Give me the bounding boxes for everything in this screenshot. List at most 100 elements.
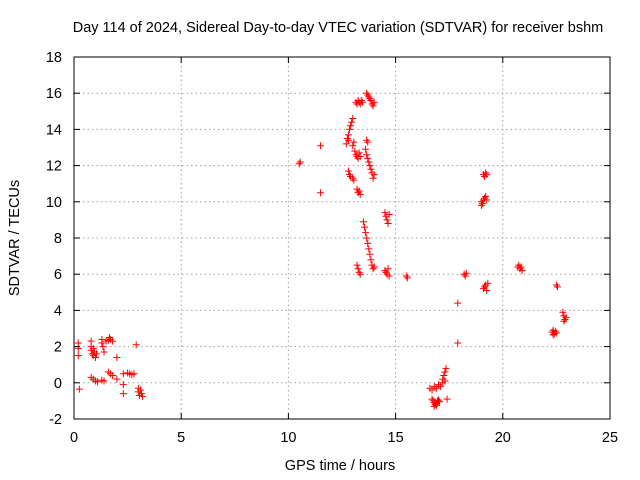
x-tick-labels: 0 5 10 15 20 25 xyxy=(70,430,618,446)
data-point-marker xyxy=(483,171,491,179)
x-axis-label: GPS time / hours xyxy=(285,458,395,474)
data-point-marker xyxy=(483,196,491,204)
y-tick-label: 4 xyxy=(54,303,62,319)
data-point-marker xyxy=(352,151,360,159)
data-point-marker xyxy=(517,263,525,271)
data-point-marker xyxy=(91,353,99,361)
data-point-marker xyxy=(367,165,375,173)
data-point-marker xyxy=(100,348,108,356)
data-point-marker xyxy=(482,192,490,200)
data-point-marker xyxy=(344,136,352,144)
y-tick-label: 2 xyxy=(54,340,62,356)
data-point-marker xyxy=(364,154,372,162)
data-point-marker xyxy=(109,372,117,380)
data-point-marker xyxy=(553,283,561,291)
data-point-marker xyxy=(317,142,325,150)
y-tick-label: 8 xyxy=(54,231,62,247)
data-point-marker xyxy=(428,395,436,403)
data-point-marker xyxy=(109,337,117,345)
data-point-marker xyxy=(365,93,373,101)
data-point-marker xyxy=(366,250,374,258)
data-point-marker xyxy=(365,245,373,253)
data-point-marker xyxy=(382,212,390,220)
y-tick-label: 0 xyxy=(54,376,62,392)
data-point-marker xyxy=(482,169,490,177)
data-point-marker xyxy=(436,398,444,406)
data-point-marker xyxy=(358,98,366,106)
data-point-marker xyxy=(364,91,372,99)
data-point-marker xyxy=(342,140,350,148)
data-point-marker xyxy=(355,187,363,195)
data-point-marker xyxy=(441,368,449,376)
data-point-marker xyxy=(130,370,138,378)
data-point-marker xyxy=(559,308,567,316)
data-point-marker xyxy=(454,299,462,307)
data-point-marker xyxy=(346,171,354,179)
data-point-marker xyxy=(99,343,107,351)
data-point-marker xyxy=(113,353,121,361)
x-tick-label: 10 xyxy=(280,430,296,446)
data-point-marker xyxy=(442,364,450,372)
data-point-marker xyxy=(381,267,389,275)
data-point-marker xyxy=(119,390,127,398)
data-point-marker xyxy=(366,162,374,170)
data-point-marker xyxy=(428,386,436,394)
data-point-marker xyxy=(361,223,369,231)
data-point-marker xyxy=(454,339,462,347)
data-point-marker xyxy=(381,209,389,217)
data-point-marker xyxy=(483,286,491,294)
y-tick-label: 14 xyxy=(46,122,62,138)
data-point-marker xyxy=(370,171,378,179)
data-point-marker xyxy=(346,125,354,133)
x-tick-label: 20 xyxy=(495,430,511,446)
x-tick-label: 0 xyxy=(70,430,78,446)
data-point-marker xyxy=(347,122,355,130)
data-point-marker xyxy=(344,167,352,175)
data-point-marker xyxy=(98,339,106,347)
data-point-marker xyxy=(351,147,359,155)
data-point-marker xyxy=(295,160,303,168)
data-point-marker xyxy=(349,174,357,182)
data-point-marker xyxy=(119,381,127,389)
data-point-marker xyxy=(353,261,361,269)
data-point-marker xyxy=(560,317,568,325)
data-point-marker xyxy=(562,314,570,322)
data-point-marker xyxy=(369,102,377,110)
data-point-marker xyxy=(355,149,363,157)
data-point-marker xyxy=(552,329,560,337)
y-tick-label: 10 xyxy=(46,195,62,211)
data-point-marker xyxy=(113,375,121,383)
data-point-marker xyxy=(356,270,364,278)
data-point-marker xyxy=(385,210,393,218)
data-point-marker xyxy=(369,174,377,182)
data-point-marker xyxy=(362,229,370,237)
x-tick-label: 5 xyxy=(177,430,185,446)
data-point-marker xyxy=(481,283,489,291)
data-point-marker xyxy=(370,98,378,106)
data-point-marker xyxy=(348,118,356,126)
data-point-marker xyxy=(549,331,557,339)
data-point-marker xyxy=(364,239,372,247)
data-point-marker xyxy=(403,274,411,282)
data-point-marker xyxy=(439,379,447,387)
data-point-marker xyxy=(440,372,448,380)
data-point-marker xyxy=(354,265,362,273)
data-point-marker xyxy=(383,216,391,224)
data-point-marker xyxy=(551,327,559,335)
data-point-marker xyxy=(431,401,439,409)
x-tick-label: 25 xyxy=(602,430,618,446)
data-point-marker xyxy=(100,377,108,385)
data-point-marker xyxy=(385,272,393,280)
data-point-marker xyxy=(443,395,451,403)
data-point-marker xyxy=(74,344,82,352)
data-point-marker xyxy=(484,279,492,287)
data-point-marker xyxy=(367,256,375,264)
data-point-marker xyxy=(382,268,390,276)
data-point-marker xyxy=(296,158,304,166)
data-point-marker xyxy=(350,176,358,184)
data-point-marker xyxy=(370,263,378,271)
data-point-marker xyxy=(478,200,486,208)
data-point-marker xyxy=(477,201,485,209)
y-tick-labels: -2 0 2 4 6 8 10 12 14 16 18 xyxy=(46,50,62,428)
data-point-marker xyxy=(561,315,569,323)
